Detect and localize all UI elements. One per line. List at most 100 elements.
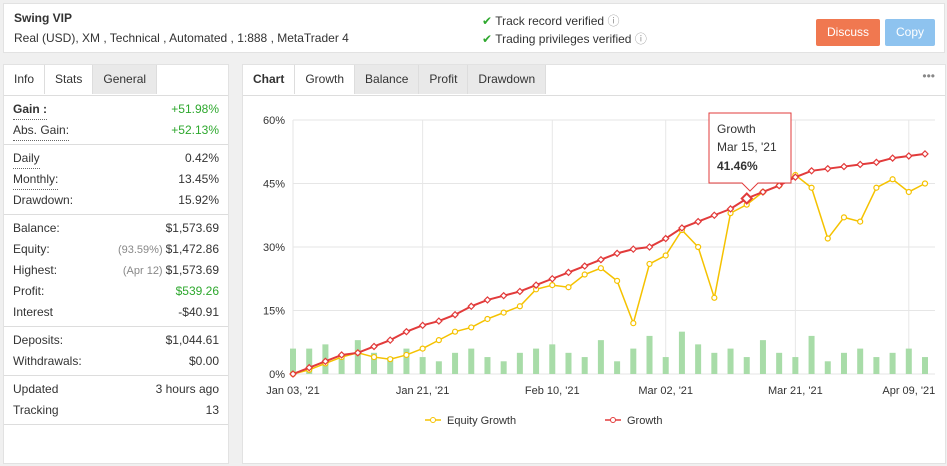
stats-row: Updated 3 hours ago (4, 379, 228, 400)
line (292, 174, 926, 375)
stats-value-wrap: (93.59%) $1,472.86 (118, 239, 219, 260)
marker (451, 310, 459, 319)
marker (840, 214, 848, 221)
copy-button[interactable]: Copy (885, 19, 935, 46)
x-tick-label: Mar 02, '21 (638, 385, 693, 397)
stats-value: $539.26 (175, 284, 219, 298)
stats-value: 13.45% (178, 172, 219, 186)
marker (435, 337, 442, 344)
marker (370, 342, 378, 351)
menu-icon[interactable]: ••• (922, 69, 935, 83)
bar (727, 348, 734, 374)
bar (678, 331, 685, 374)
bar (290, 348, 296, 374)
tab[interactable]: Balance (355, 65, 420, 94)
stats-value: 15.92% (178, 193, 219, 207)
stats-note: (93.59%) (117, 244, 163, 256)
x-tick-label: Jan 03, '21 (266, 385, 319, 397)
bar (565, 352, 572, 374)
bar (922, 357, 928, 374)
stats-value-wrap: 0.42% (185, 148, 219, 169)
marker (564, 268, 573, 277)
stats-value-wrap: 13.45% (178, 169, 219, 190)
tooltip-title: Growth (717, 122, 756, 136)
bar (646, 335, 653, 374)
verified-text: Trading privileges verified (495, 32, 632, 46)
tab[interactable]: Stats (45, 65, 94, 94)
tab[interactable]: Growth (295, 65, 356, 94)
marker (694, 217, 702, 226)
stats-value-wrap: (Apr 12) $1,573.69 (123, 260, 219, 281)
marker (516, 303, 523, 310)
legend-label: Growth (627, 415, 662, 427)
tab[interactable]: Profit (419, 65, 469, 94)
x-tick-label: Mar 21, '21 (768, 385, 823, 397)
bar (468, 348, 475, 374)
bar (808, 335, 815, 374)
y-tick-label: 30% (263, 242, 285, 254)
marker (353, 348, 362, 357)
tab[interactable]: Drawdown (468, 65, 547, 94)
stats-value-wrap: -$40.91 (178, 302, 219, 323)
bar (516, 352, 523, 374)
stats-value: $1,573.69 (165, 263, 219, 277)
bar (403, 348, 410, 374)
stats-label: Balance: (13, 221, 60, 235)
marker (516, 287, 524, 296)
tabs: Chart Growth Balance Profit Drawdown ••• (243, 65, 945, 96)
marker (597, 265, 604, 272)
marker (775, 181, 784, 190)
marker (305, 363, 314, 372)
stats-note: (Apr 12) (122, 265, 163, 277)
legend-marker (610, 417, 616, 423)
marker (337, 351, 346, 359)
marker (662, 252, 669, 259)
stats-label: Abs. Gain: (13, 120, 70, 141)
stats-value-wrap: 15.92% (178, 190, 219, 211)
stats-value: $0.00 (188, 354, 219, 368)
marker (468, 324, 475, 331)
marker (613, 249, 621, 258)
stats-row: Daily 0.42% (4, 148, 228, 169)
tab[interactable]: Chart (243, 65, 296, 94)
tooltip-date: Mar 15, '21 (717, 140, 777, 154)
marker (499, 291, 508, 300)
stats-group: Deposits: $1,044.61 Withdrawals: $0.00 (4, 327, 228, 376)
stats-value: +52.13% (171, 123, 219, 137)
bar (662, 357, 669, 374)
marker (905, 188, 912, 196)
tabs: Info Stats General (4, 65, 228, 96)
marker (370, 353, 378, 361)
marker (807, 166, 816, 175)
marker (873, 184, 880, 191)
stats-row: Balance: $1,573.69 (4, 218, 228, 239)
stats-panel: Info Stats General Gain : +51.98% Abs. Gain:… (3, 64, 229, 464)
bar (452, 352, 459, 374)
marker (289, 370, 297, 378)
stats-value-wrap: +51.98% (171, 99, 219, 120)
bar (695, 344, 702, 374)
marker (678, 224, 686, 232)
legend-marker (430, 417, 436, 423)
tab[interactable]: Info (4, 65, 46, 94)
bar (857, 348, 864, 374)
tab[interactable]: General (93, 65, 158, 94)
line (292, 152, 926, 375)
marker (565, 284, 572, 291)
bar (711, 352, 718, 374)
stats-label: Monthly: (13, 169, 59, 190)
discuss-button[interactable]: Discuss (816, 19, 880, 46)
stats-label: Profit: (13, 284, 45, 298)
stats-row: Equity: (93.59%) $1,472.86 (4, 239, 228, 260)
marker (856, 160, 865, 169)
stats-row: Gain : +51.98% (4, 99, 228, 120)
stats-value-wrap: $1,044.61 (166, 330, 219, 351)
marker (888, 154, 897, 162)
stats-row: Abs. Gain: +52.13% (4, 120, 228, 141)
y-tick-label: 0% (269, 369, 285, 381)
stats-label: Gain : (13, 99, 48, 120)
marker (759, 188, 767, 196)
bar (371, 352, 378, 374)
y-tick-label: 45% (263, 179, 285, 191)
y-tick-label: 15% (263, 306, 285, 318)
